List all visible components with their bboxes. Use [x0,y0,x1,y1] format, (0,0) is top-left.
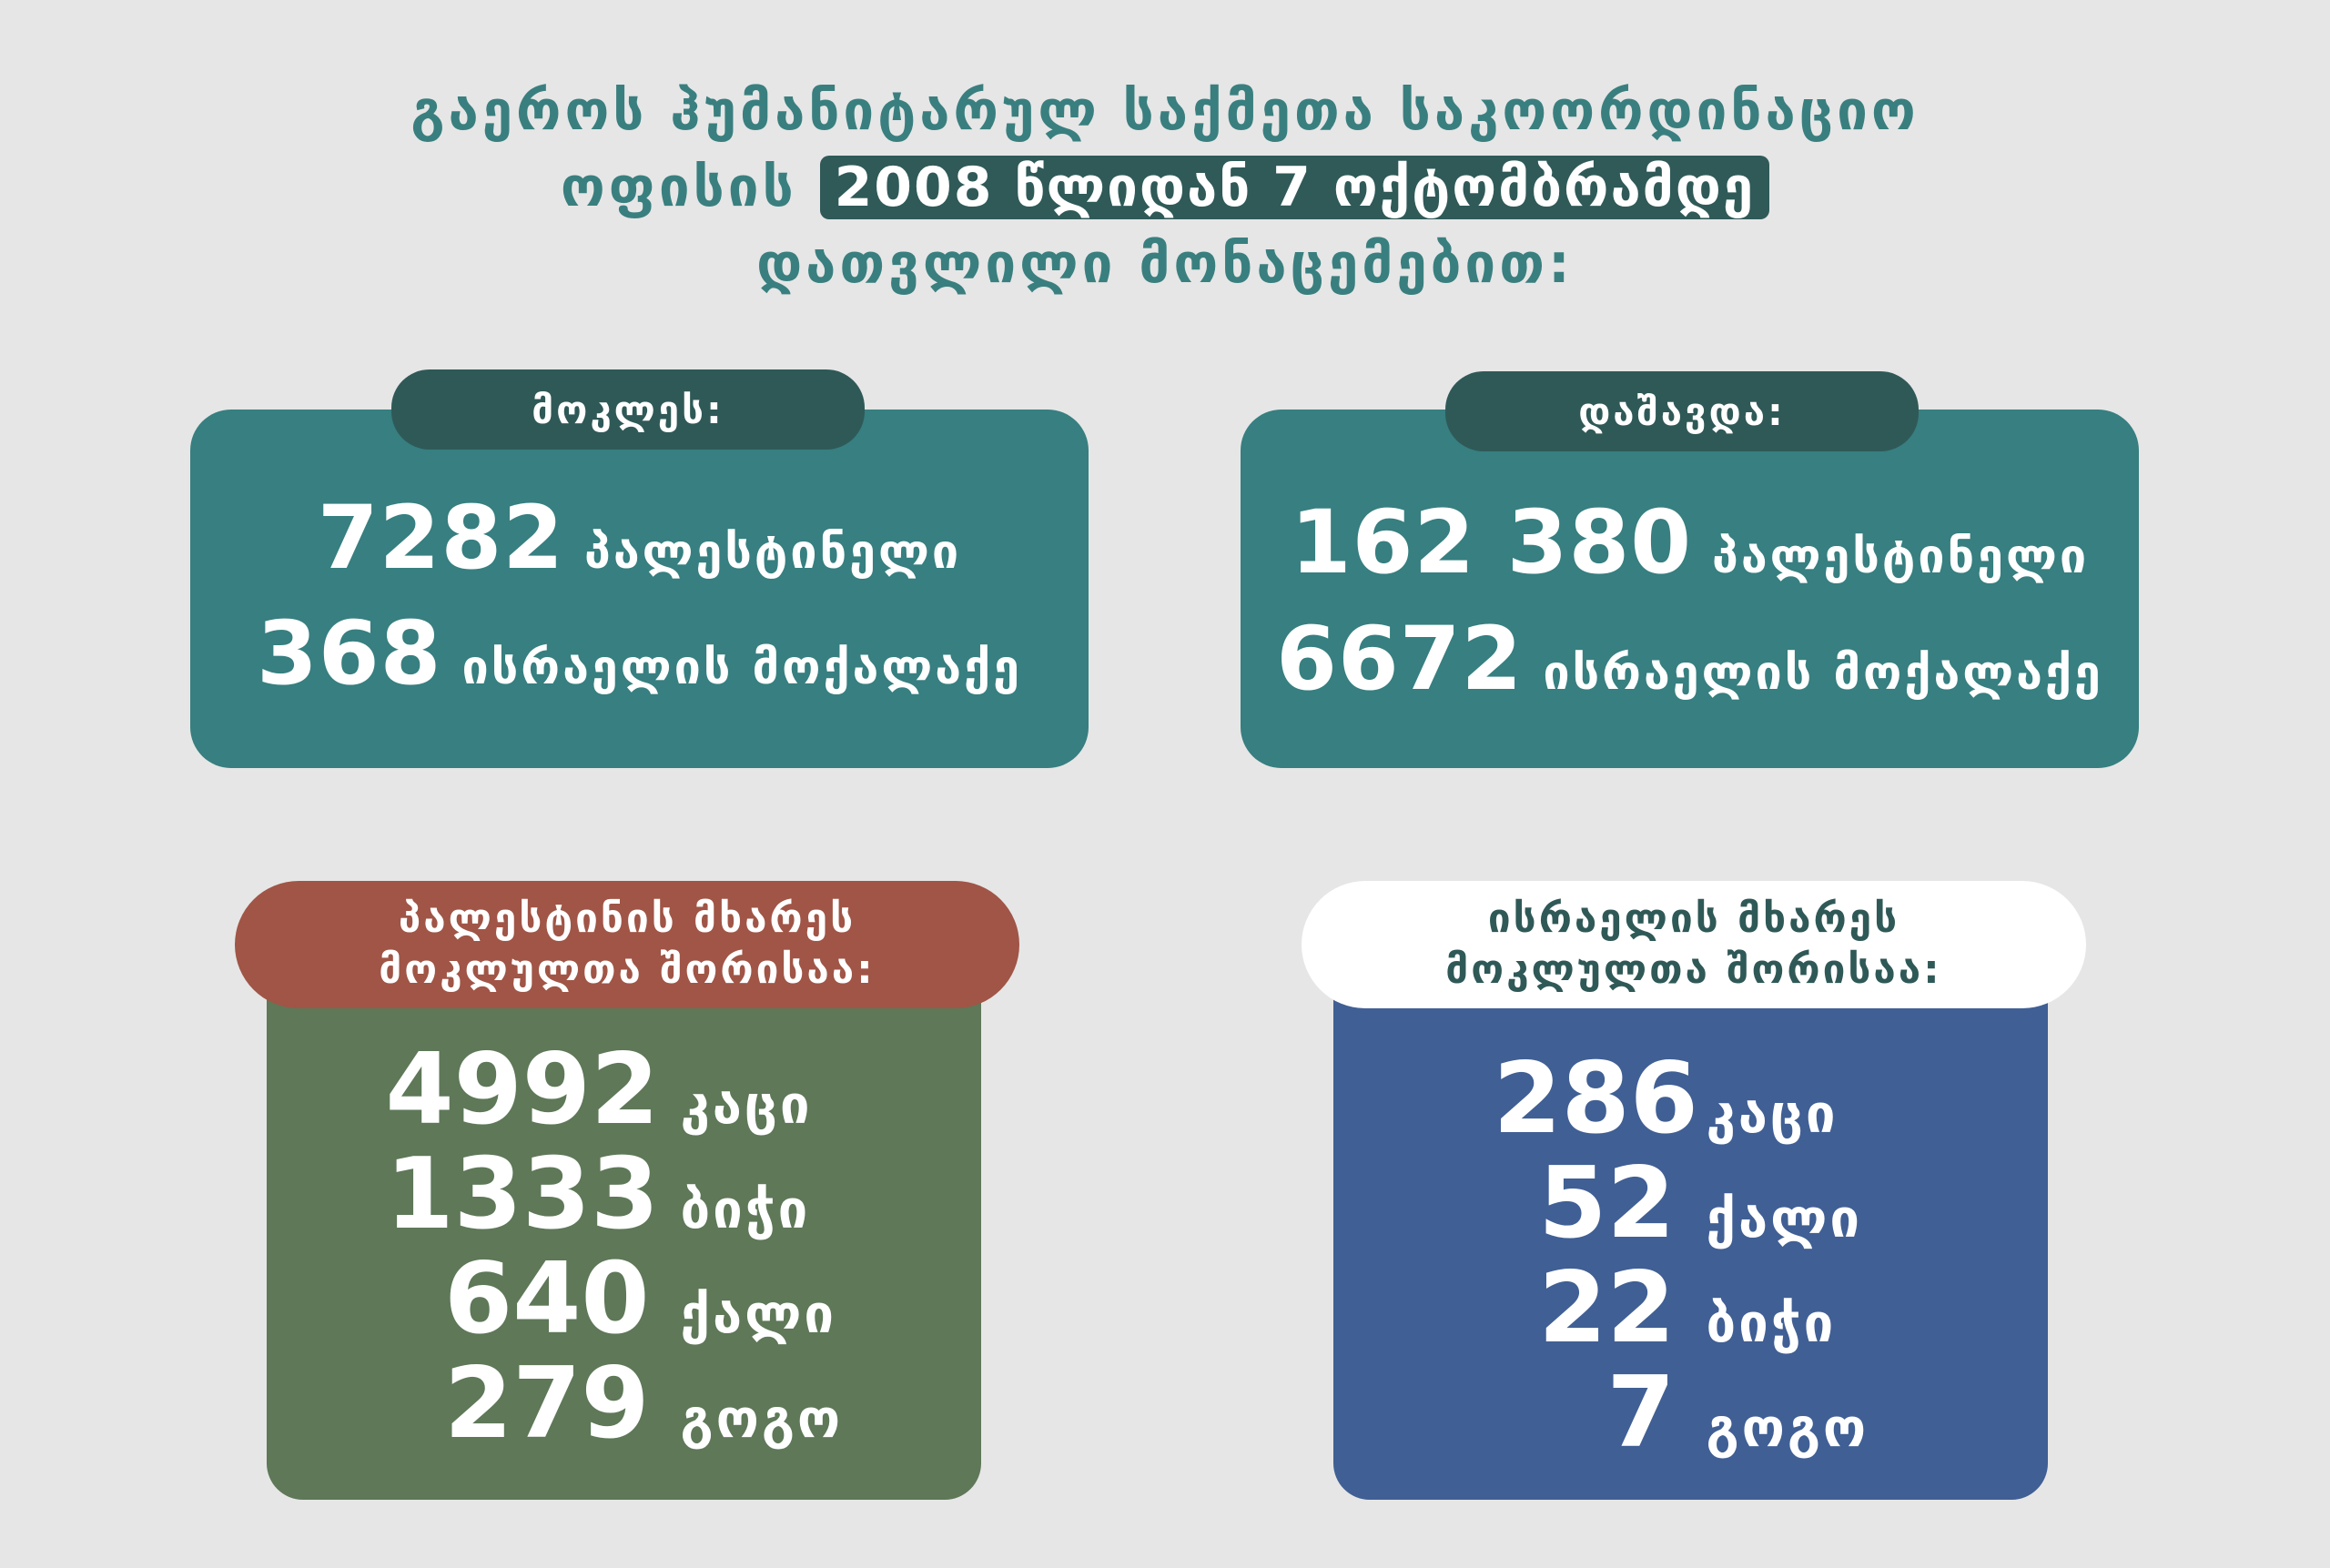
palestine-women-number: 640 [444,1242,650,1356]
palestine-girls-number: 279 [444,1347,650,1461]
israel-boys-number: 22 [1538,1251,1676,1365]
injured-row: 162 380 პალესტინელი [1241,491,2139,593]
headline-date-highlight: 2008 წლიდან 7 ოქტომბრამდე [819,156,1770,219]
injured-row: 6672 ისრაელის მოქალაქე [1241,608,2139,710]
list-item: 1333 ბიჭი [267,1138,981,1251]
headline: გაეროს ჰუმანიტარულ საქმეთა საკოორდინაციო… [0,73,2330,302]
injured-israeli-label: ისრაელის მოქალაქე [1543,646,2103,701]
israel-tab-line-2: მოკლულთა შორისაა: [1445,946,1942,993]
killed-palestinian-label: პალესტინელი [584,525,962,580]
headline-line-1: გაეროს ჰუმანიტარულ საქმეთა საკოორდინაციო [410,79,1920,143]
israel-boys-label: ბიჭი [1706,1292,1837,1354]
palestine-men-number: 4992 [385,1033,660,1147]
injured-palestinian-label: პალესტინელი [1712,530,2090,584]
headline-line-3: დათვლილი მონაცემებით: [756,232,1574,296]
palestine-boys-label: ბიჭი [680,1179,811,1240]
israel-men-number: 286 [1493,1042,1698,1156]
israel-breakdown-list: 286 კაცი 52 ქალი 22 ბიჭი 7 გოგო [1333,1042,2048,1470]
palestine-tab-line-2: მოკლულთა შორისაა: [379,946,876,993]
palestine-breakdown-panel: 4992 კაცი 1333 ბიჭი 640 ქალი 279 გოგო [267,951,981,1500]
israel-women-label: ქალი [1706,1188,1863,1249]
israel-breakdown-tab: ისრაელის მხარეს მოკლულთა შორისაა: [1302,881,2086,1008]
israel-tab-line-1: ისრაელის მხარეს [1487,895,1900,942]
injured-card: 162 380 პალესტინელი 6672 ისრაელის მოქალა… [1241,410,2139,768]
list-item: 7 გოგო [1333,1356,2048,1470]
list-item: 286 კაცი [1333,1042,2048,1156]
headline-prefix: ოფისის [560,156,797,219]
palestine-girls-label: გოგო [680,1388,844,1450]
palestine-breakdown-tab: პალესტინის მხარეს მოკლულთა შორისაა: [235,881,1019,1008]
killed-row: 368 ისრაელის მოქალაქე [190,602,1089,704]
injured-israeli-number: 6672 [1276,608,1524,710]
killed-palestinian-number: 7282 [317,487,565,589]
injured-palestinian-number: 162 380 [1290,491,1693,593]
israel-girls-label: გოგო [1706,1397,1869,1459]
israel-girls-number: 7 [1606,1356,1676,1470]
list-item: 52 ქალი [1333,1147,2048,1260]
israel-breakdown-panel: 286 კაცი 52 ქალი 22 ბიჭი 7 გოგო [1333,951,2048,1500]
killed-israeli-label: ისრაელის მოქალაქე [461,641,1022,695]
palestine-women-label: ქალი [680,1283,837,1345]
injured-tab: დაშავდა: [1445,371,1919,451]
palestine-boys-number: 1333 [385,1138,660,1251]
headline-line-2: ოფისის 2008 წლიდან 7 ოქტომბრამდე [0,149,2330,226]
killed-row: 7282 პალესტინელი [190,487,1089,589]
killed-card: 7282 პალესტინელი 368 ისრაელის მოქალაქე [190,410,1089,768]
palestine-men-label: კაცი [680,1074,813,1136]
palestine-tab-line-1: პალესტინის მხარეს [398,895,856,942]
list-item: 640 ქალი [267,1242,981,1356]
killed-israeli-number: 368 [257,602,442,704]
list-item: 279 გოგო [267,1347,981,1461]
israel-men-label: კაცი [1706,1083,1839,1145]
list-item: 22 ბიჭი [1333,1251,2048,1365]
israel-women-number: 52 [1538,1147,1676,1260]
killed-tab: მოკლეს: [391,369,865,450]
list-item: 4992 კაცი [267,1033,981,1147]
palestine-breakdown-list: 4992 კაცი 1333 ბიჭი 640 ქალი 279 გოგო [267,1033,981,1461]
